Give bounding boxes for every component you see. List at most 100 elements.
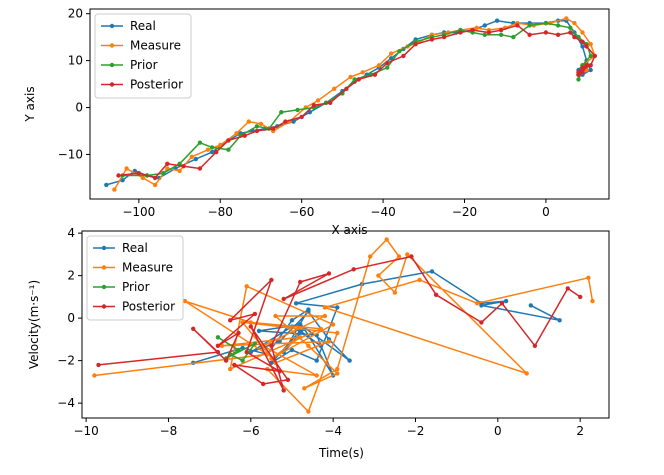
y-tick-label: 2 (67, 269, 75, 283)
data-point-measure (152, 182, 158, 188)
data-point-posterior (197, 166, 203, 171)
series-line-prior (217, 336, 256, 362)
data-point-posterior (299, 114, 304, 120)
data-point-posterior (311, 103, 317, 108)
data-point-posterior (486, 30, 492, 35)
legend-label: Measure (130, 39, 181, 53)
data-point-real (588, 67, 593, 73)
data-point-measure (322, 305, 328, 310)
data-point-measure (348, 74, 353, 80)
x-tick-label: −60 (289, 205, 314, 219)
legend-label: Real (122, 241, 148, 255)
data-point-posterior (285, 377, 291, 382)
data-point-measure (258, 121, 264, 127)
data-point-measure (396, 254, 402, 259)
legend-marker (101, 304, 107, 309)
data-point-posterior (326, 271, 332, 276)
y-tick-label: 0 (67, 311, 75, 325)
data-point-measure (590, 298, 595, 304)
legend-marker (109, 23, 115, 29)
x-tick-label: 2 (576, 424, 584, 438)
x-tick-label: 0 (494, 424, 502, 438)
legend-marker (101, 265, 107, 270)
y-tick-label: 10 (68, 54, 83, 68)
legend-marker (109, 82, 115, 87)
data-point-prior (568, 25, 573, 30)
data-point-prior (511, 34, 516, 40)
data-point-measure (177, 168, 182, 174)
data-point-real (528, 303, 533, 308)
data-point-measure (318, 326, 323, 331)
data-point-posterior (543, 30, 549, 35)
y-axis-label: Y axis (23, 86, 37, 122)
data-point-posterior (136, 171, 141, 176)
bottom-panel: −10 −8 −6 −4 −2 0 2 −4 −2 0 2 4 Time(s) Velocity(m·s⁻… (27, 226, 610, 460)
y-tick-label: 0 (75, 101, 83, 115)
data-point-measure (376, 273, 381, 278)
data-point-posterior (532, 343, 538, 348)
data-point-posterior (479, 320, 484, 325)
data-point-posterior (470, 27, 475, 33)
data-point-posterior (223, 358, 229, 363)
data-point-measure (474, 25, 479, 30)
data-point-measure (332, 86, 337, 92)
data-point-real (494, 18, 500, 23)
data-point-real (298, 322, 303, 327)
data-point-measure (322, 313, 328, 319)
series-line-prior (122, 22, 592, 177)
data-point-posterior (165, 161, 170, 166)
data-point-measure (368, 254, 373, 259)
data-point-measure (92, 373, 97, 378)
data-point-posterior (226, 138, 231, 143)
legend-label: Real (130, 19, 156, 33)
data-point-measure (564, 16, 569, 21)
legend-label: Prior (122, 280, 150, 294)
data-point-prior (209, 145, 215, 150)
data-point-prior (161, 171, 166, 176)
data-point-real (347, 358, 352, 363)
legend-marker (101, 284, 107, 290)
data-point-posterior (584, 63, 589, 68)
x-tick-label: −80 (208, 205, 233, 219)
data-point-prior (385, 65, 390, 70)
y-tick-label: −2 (57, 354, 75, 368)
x-tick-label: −6 (242, 424, 260, 438)
data-point-real (298, 328, 303, 334)
data-point-measure (306, 343, 311, 348)
data-point-posterior (433, 292, 439, 297)
data-point-measure (326, 339, 332, 344)
data-point-prior (197, 140, 203, 145)
data-point-measure (205, 147, 211, 152)
legend-label: Prior (130, 58, 158, 72)
data-point-measure (182, 298, 188, 304)
x-tick-label: −100 (122, 205, 155, 219)
data-point-real (120, 178, 125, 183)
x-tick-label: 0 (542, 205, 550, 219)
data-point-prior (226, 147, 231, 152)
legend-label: Posterior (122, 300, 175, 314)
data-point-measure (273, 313, 278, 319)
data-point-real (503, 298, 509, 304)
x-tick-label: −8 (160, 424, 178, 438)
data-point-prior (254, 124, 260, 129)
data-point-prior (240, 358, 245, 363)
data-point-prior (498, 32, 504, 37)
data-point-real (193, 156, 198, 162)
data-point-measure (298, 335, 303, 340)
data-point-real (293, 301, 299, 306)
data-point-prior (215, 335, 221, 340)
data-point-measure (246, 119, 251, 124)
legend-label: Measure (122, 261, 173, 275)
data-point-posterior (281, 296, 286, 302)
data-point-posterior (152, 175, 158, 181)
x-axis-label: X axis (331, 223, 367, 237)
data-point-posterior (281, 388, 286, 393)
data-point-posterior (328, 100, 333, 106)
data-point-real (289, 347, 295, 353)
data-point-posterior (588, 63, 593, 68)
data-point-posterior (214, 149, 219, 155)
data-point-real (256, 328, 262, 334)
data-point-measure (392, 290, 398, 295)
data-point-posterior (413, 42, 418, 47)
